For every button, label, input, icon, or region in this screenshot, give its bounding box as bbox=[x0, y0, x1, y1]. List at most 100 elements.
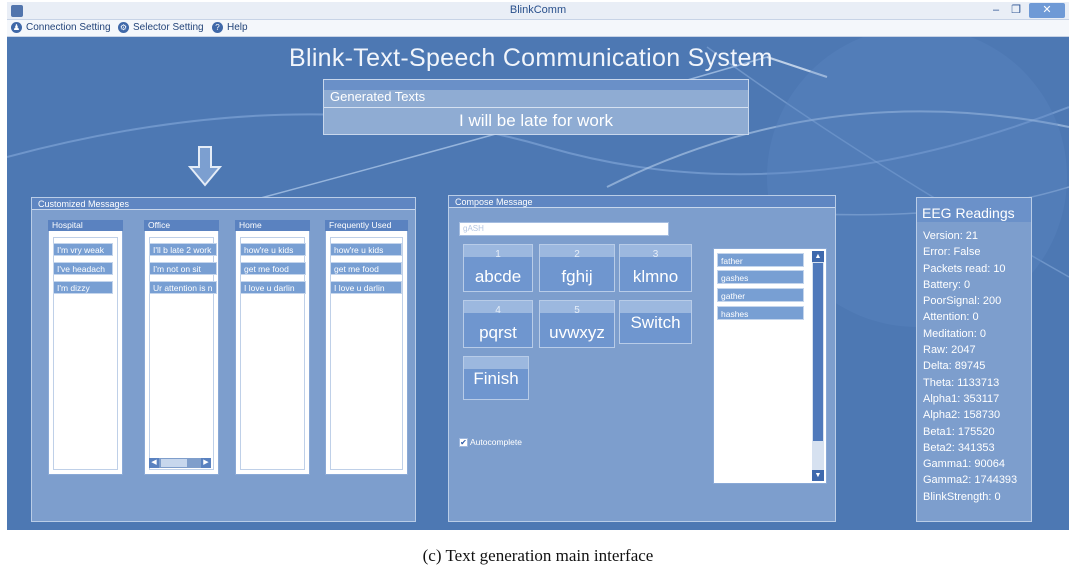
vertical-scrollbar[interactable]: ▲ ▼ bbox=[812, 251, 824, 481]
column-header: Home bbox=[235, 220, 310, 231]
panel-header: Compose Message bbox=[449, 196, 835, 208]
key-4-button[interactable]: 4 pqrst bbox=[463, 300, 533, 348]
scroll-left-icon[interactable]: ◀ bbox=[149, 458, 159, 468]
eeg-reading: PoorSignal: 200 bbox=[923, 295, 1002, 308]
eeg-reading: Beta1: 175520 bbox=[923, 425, 995, 438]
window-title: BlinkComm bbox=[509, 4, 567, 16]
eeg-reading: BlinkStrength: 0 bbox=[923, 490, 1001, 503]
list-item[interactable]: Ur attention is n bbox=[149, 281, 217, 294]
autocomplete-checkbox[interactable]: ✔ bbox=[459, 437, 468, 447]
menu-label: Selector Setting bbox=[133, 22, 204, 33]
menu-bar: ♟ Connection Setting ⚙ Selector Setting … bbox=[7, 20, 1069, 37]
key-label: Switch bbox=[630, 313, 681, 332]
key-label: klmno bbox=[632, 267, 679, 286]
eeg-reading: Version: 21 bbox=[923, 230, 979, 242]
list-item[interactable]: I've headach bbox=[53, 262, 113, 275]
maximize-button[interactable]: ❐ bbox=[1011, 4, 1021, 16]
eeg-reading: Error: False bbox=[923, 246, 981, 259]
generated-texts-panel: Generated Texts I will be late for work bbox=[323, 79, 749, 135]
scroll-down-icon[interactable]: ▼ bbox=[812, 470, 824, 481]
menu-selector-setting[interactable]: ⚙ Selector Setting bbox=[118, 22, 204, 33]
key-highlight bbox=[620, 245, 691, 257]
key-number: 1 bbox=[495, 249, 501, 260]
eeg-reading: Raw: 2047 bbox=[923, 344, 976, 357]
eeg-reading: Beta2: 341353 bbox=[923, 441, 995, 454]
eeg-readings-panel: EEG Readings Version: 21 Error: False Pa… bbox=[916, 197, 1032, 522]
list-item[interactable]: how're u kids bbox=[240, 243, 306, 256]
suggestion-item[interactable]: gashes bbox=[717, 270, 804, 284]
list-item[interactable]: I love u darlin bbox=[240, 281, 306, 294]
eeg-reading: Gamma2: 1744393 bbox=[923, 474, 1018, 487]
menu-connection-setting[interactable]: ♟ Connection Setting bbox=[11, 22, 111, 33]
main-window: BlinkComm – ❐ ✕ ♟ Connection Setting ⚙ S… bbox=[7, 2, 1069, 530]
eeg-reading: Meditation: 0 bbox=[923, 327, 986, 340]
key-number: 3 bbox=[652, 249, 659, 260]
key-3-button[interactable]: 3 klmno bbox=[619, 244, 692, 292]
message-list-frequently-used[interactable]: Frequently Used how're u kids get me foo… bbox=[325, 220, 408, 475]
list-item[interactable]: I'll b late 2 work bbox=[149, 243, 217, 256]
list-item[interactable]: I'm dizzy bbox=[53, 281, 113, 294]
message-list-home[interactable]: Home how're u kids get me food I love u … bbox=[235, 220, 310, 475]
list-item[interactable]: how're u kids bbox=[330, 243, 402, 256]
figure-caption: (c) Text generation main interface bbox=[422, 546, 654, 565]
horizontal-scrollbar[interactable]: ◀ ▶ bbox=[149, 458, 211, 468]
panel-title: Compose Message bbox=[455, 197, 533, 207]
scroll-thumb[interactable] bbox=[813, 263, 823, 441]
compose-input[interactable]: gASH bbox=[459, 222, 669, 236]
key-label: pqrst bbox=[479, 323, 517, 342]
scroll-up-icon[interactable]: ▲ bbox=[812, 251, 824, 262]
key-5-button[interactable]: 5 uvwxyz bbox=[539, 300, 615, 348]
key-2-button[interactable]: 2 fghij bbox=[539, 244, 615, 292]
key-label: uvwxyz bbox=[549, 323, 605, 342]
generated-texts-label: Generated Texts bbox=[330, 89, 426, 104]
column-header: Hospital bbox=[48, 220, 123, 231]
list-item[interactable]: get me food bbox=[240, 262, 306, 275]
eeg-reading: Battery: 0 bbox=[923, 278, 971, 291]
list-item[interactable]: I love u darlin bbox=[330, 281, 402, 294]
suggestion-item[interactable]: hashes bbox=[717, 306, 804, 320]
eeg-reading: Gamma1: 90064 bbox=[923, 458, 1005, 471]
eeg-reading: Alpha2: 158730 bbox=[923, 409, 1001, 422]
suggestion-item[interactable]: father bbox=[717, 253, 804, 267]
eeg-title: EEG Readings bbox=[917, 198, 1031, 222]
gear-icon: ⚙ bbox=[118, 22, 129, 33]
minimize-button[interactable]: – bbox=[992, 4, 1000, 16]
scroll-thumb[interactable] bbox=[161, 459, 187, 467]
close-button[interactable]: ✕ bbox=[1029, 3, 1065, 18]
switch-button[interactable]: Switch bbox=[619, 300, 692, 344]
scroll-right-icon[interactable]: ▶ bbox=[201, 458, 211, 468]
suggestion-item[interactable]: gather bbox=[717, 288, 804, 302]
key-1-button[interactable]: 1 abcde bbox=[463, 244, 533, 292]
key-number: 5 bbox=[574, 305, 580, 316]
autocomplete-label: Autocomplete bbox=[470, 437, 522, 447]
person-icon: ♟ bbox=[11, 22, 22, 33]
eeg-reading: Theta: 1133713 bbox=[923, 376, 1000, 389]
key-highlight bbox=[540, 245, 614, 257]
autocomplete-toggle[interactable]: ✔ Autocomplete bbox=[459, 437, 522, 447]
column-header: Frequently Used bbox=[325, 220, 408, 231]
list-item[interactable]: I'm vry weak bbox=[53, 243, 113, 256]
list-item[interactable]: I'm not on sit bbox=[149, 262, 217, 275]
list-inner bbox=[53, 237, 118, 470]
title-bar: BlinkComm – ❐ ✕ bbox=[7, 2, 1069, 20]
column-header: Office bbox=[144, 220, 219, 231]
list-item[interactable]: get me food bbox=[330, 262, 402, 275]
key-label: fghij bbox=[561, 267, 593, 286]
message-list-office[interactable]: Office I'll b late 2 work I'm not on sit… bbox=[144, 220, 219, 475]
message-list-hospital[interactable]: Hospital I'm vry weak I've headach I'm d… bbox=[48, 220, 123, 475]
eeg-reading: Packets read: 10 bbox=[923, 262, 1006, 275]
suggestion-list[interactable]: father gashes gather hashes ▲ ▼ bbox=[713, 248, 827, 484]
eeg-reading: Delta: 89745 bbox=[923, 360, 986, 373]
help-icon: ? bbox=[212, 22, 223, 33]
eeg-readings-list: Version: 21 Error: False Packets read: 1… bbox=[923, 228, 1017, 505]
down-arrow-icon bbox=[188, 146, 222, 187]
key-highlight bbox=[620, 301, 691, 313]
divider bbox=[324, 107, 748, 108]
panel-title: Customized Messages bbox=[38, 199, 130, 209]
list-inner bbox=[149, 237, 214, 470]
system-title: Blink-Text-Speech Communication System bbox=[289, 44, 773, 72]
list-inner bbox=[240, 237, 305, 470]
finish-button[interactable]: Finish bbox=[463, 356, 529, 400]
menu-help[interactable]: ? Help bbox=[212, 22, 248, 33]
eeg-reading: Alpha1: 353117 bbox=[923, 392, 1000, 405]
